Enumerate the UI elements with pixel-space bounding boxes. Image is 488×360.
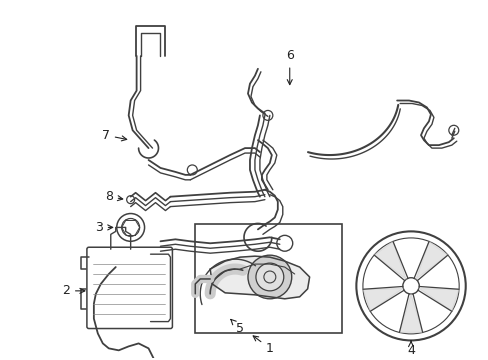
Text: 4: 4: [407, 341, 414, 357]
Text: 1: 1: [253, 336, 273, 355]
Polygon shape: [399, 294, 422, 332]
Text: 5: 5: [230, 319, 244, 335]
Polygon shape: [373, 242, 406, 279]
Bar: [195, 224, 342, 333]
Polygon shape: [210, 256, 309, 299]
Circle shape: [255, 263, 283, 291]
Polygon shape: [415, 242, 447, 279]
Text: 2: 2: [62, 284, 85, 297]
Polygon shape: [362, 288, 403, 311]
Text: 3: 3: [95, 221, 112, 234]
Polygon shape: [418, 288, 458, 311]
Text: 7: 7: [102, 129, 126, 142]
Text: 8: 8: [104, 190, 122, 203]
Text: 6: 6: [285, 49, 293, 85]
Circle shape: [247, 255, 291, 299]
